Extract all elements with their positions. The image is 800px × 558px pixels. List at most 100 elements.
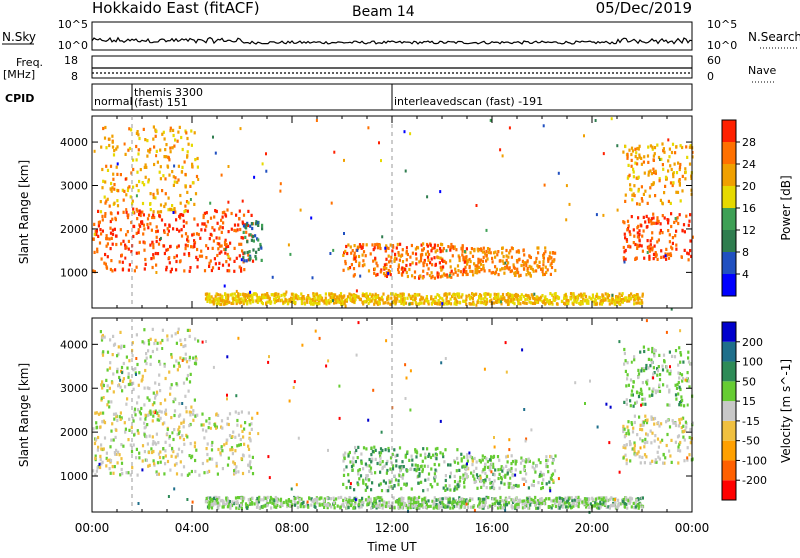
range-cell (373, 272, 375, 275)
range-cell (122, 380, 124, 383)
range-cell (102, 354, 104, 357)
range-cell (121, 472, 123, 475)
range-cell (374, 257, 376, 260)
range-cell (480, 298, 482, 301)
range-cell (449, 249, 451, 252)
range-cell (489, 486, 491, 489)
range-cell (678, 346, 680, 349)
range-cell (423, 261, 425, 264)
range-cell (112, 178, 114, 181)
range-cell (260, 498, 262, 501)
range-cell (381, 449, 383, 452)
range-cell (508, 501, 510, 504)
range-cell (478, 270, 480, 273)
range-cell (365, 254, 367, 257)
range-cell (149, 435, 151, 438)
range-cell (110, 247, 112, 250)
range-cell (187, 374, 189, 377)
range-cell (222, 264, 224, 267)
y-axis-label: Slant Range [km] (17, 363, 31, 467)
range-cell (130, 195, 132, 198)
range-cell (617, 499, 619, 502)
range-cell (174, 176, 176, 179)
range-cell (224, 252, 226, 255)
range-cell (556, 295, 558, 298)
range-cell (157, 461, 159, 464)
range-cell (363, 446, 365, 449)
range-cell (131, 466, 133, 469)
range-cell (430, 456, 432, 459)
range-cell (533, 293, 535, 296)
range-cell (677, 371, 679, 374)
range-cell (632, 149, 634, 152)
range-cell (665, 258, 667, 261)
range-cell (633, 302, 635, 305)
range-cell (151, 451, 153, 454)
colorbar-swatch (722, 186, 736, 208)
range-cell (199, 255, 201, 258)
colorbar-tick-label: 15 (742, 395, 756, 408)
range-cell (113, 149, 115, 152)
range-cell (667, 221, 669, 224)
range-cell (173, 165, 175, 168)
range-cell (387, 272, 389, 275)
range-cell (658, 446, 660, 449)
range-cell (197, 166, 199, 169)
range-cell (434, 469, 436, 472)
range-cell (260, 247, 262, 250)
range-cell (204, 229, 206, 232)
range-cell (217, 473, 219, 476)
range-cell (238, 243, 240, 246)
range-cell (249, 301, 251, 304)
range-cell (482, 250, 484, 253)
range-cell (195, 449, 197, 452)
range-cell (611, 294, 613, 297)
range-cell (229, 412, 231, 415)
range-cell (654, 439, 656, 442)
range-cell (431, 271, 433, 274)
range-cell (492, 260, 494, 263)
range-cell (272, 276, 274, 279)
range-cell (136, 266, 138, 269)
range-cell (182, 359, 184, 362)
range-cell (234, 436, 236, 439)
range-cell (194, 399, 196, 402)
range-cell (330, 497, 332, 500)
range-cell (109, 227, 111, 230)
range-cell (440, 275, 442, 278)
range-cell (342, 254, 344, 257)
range-cell (344, 457, 346, 460)
range-cell (518, 484, 520, 487)
range-cell (183, 210, 185, 213)
range-cell (248, 411, 250, 414)
range-cell (640, 446, 642, 449)
range-cell (644, 438, 646, 441)
range-cell (449, 484, 451, 487)
range-cell (646, 215, 648, 218)
range-cell (482, 458, 484, 461)
range-cell (316, 119, 318, 122)
range-cell (251, 296, 253, 299)
range-cell (154, 381, 156, 384)
range-cell (678, 424, 680, 427)
cpid-segment-label: interleavedscan (fast) -191 (394, 95, 543, 108)
range-cell (543, 257, 545, 260)
range-cell (191, 470, 193, 473)
range-cell (494, 295, 496, 298)
range-cell (456, 300, 458, 303)
range-cell (98, 224, 100, 227)
range-cell (201, 222, 203, 225)
range-cell (189, 413, 191, 416)
range-cell (384, 263, 386, 266)
range-cell (125, 233, 127, 236)
range-cell (394, 455, 396, 458)
range-cell (550, 273, 552, 276)
range-cell (658, 238, 660, 241)
range-cell (303, 505, 305, 508)
range-cell (393, 484, 395, 487)
range-cell (647, 239, 649, 242)
range-cell (341, 299, 343, 302)
range-cell (542, 270, 544, 273)
range-cell (624, 352, 626, 355)
range-cell (267, 361, 269, 364)
